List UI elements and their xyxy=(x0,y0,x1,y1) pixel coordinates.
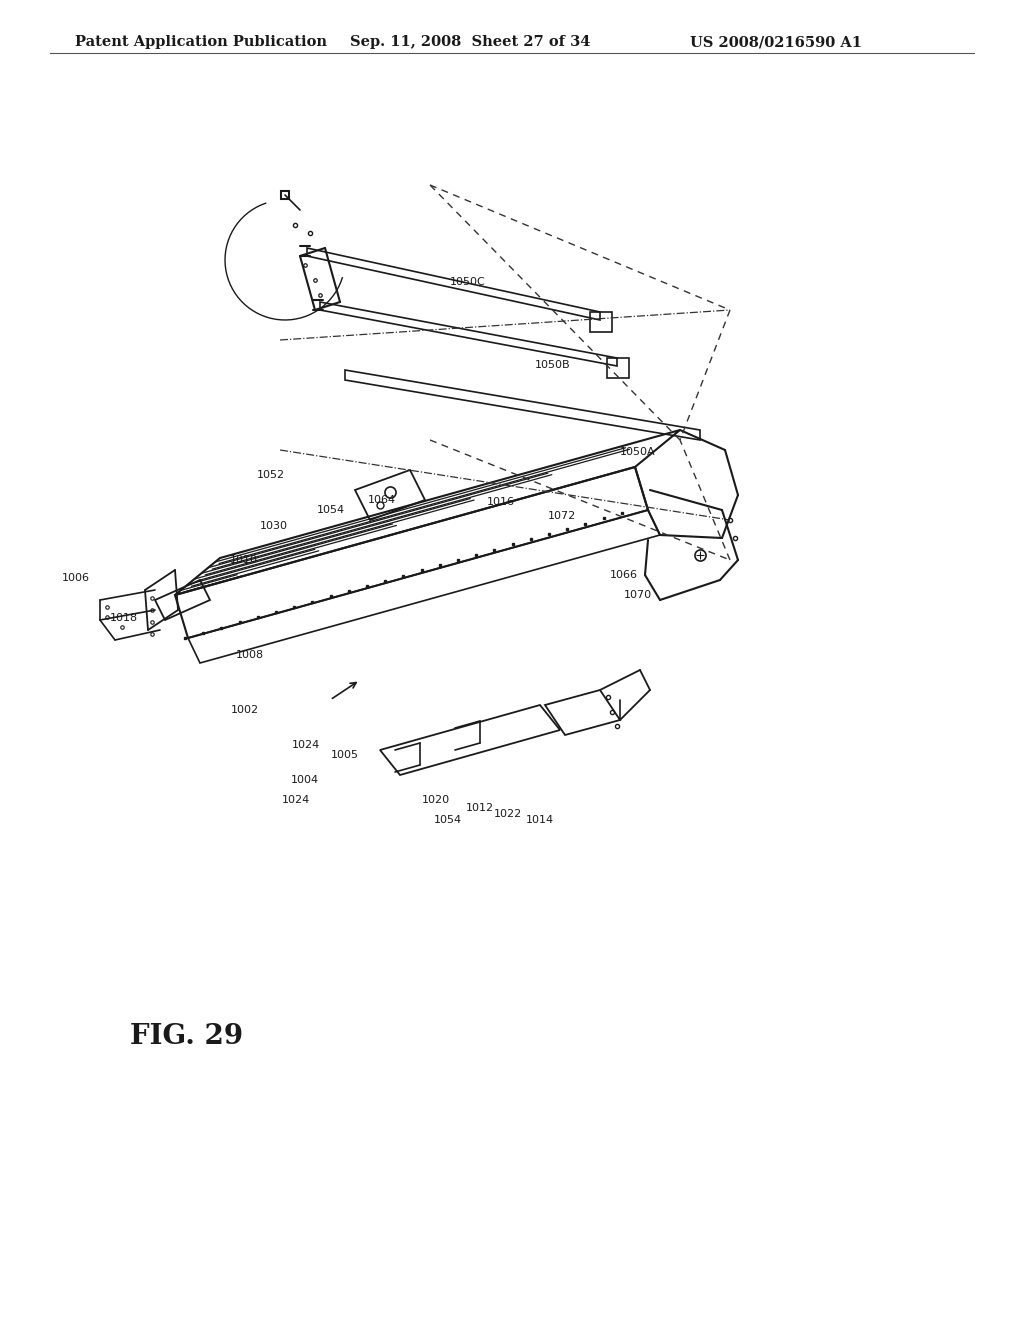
Text: 1012: 1012 xyxy=(466,803,494,813)
Text: Sep. 11, 2008  Sheet 27 of 34: Sep. 11, 2008 Sheet 27 of 34 xyxy=(350,36,591,49)
Text: 1024: 1024 xyxy=(292,741,319,750)
Text: US 2008/0216590 A1: US 2008/0216590 A1 xyxy=(690,36,862,49)
Text: FIG. 29: FIG. 29 xyxy=(130,1023,243,1049)
Text: 1005: 1005 xyxy=(331,750,359,760)
Text: 1054: 1054 xyxy=(316,506,345,515)
Text: 1024: 1024 xyxy=(282,795,310,805)
Text: 1014: 1014 xyxy=(526,814,554,825)
Text: 1050A: 1050A xyxy=(620,447,655,457)
Text: 1022: 1022 xyxy=(494,809,522,818)
Text: 1020: 1020 xyxy=(422,795,451,805)
Text: 1072: 1072 xyxy=(548,511,577,521)
Text: 1008: 1008 xyxy=(236,649,264,660)
Text: 1064: 1064 xyxy=(368,495,396,506)
Text: 1052: 1052 xyxy=(257,470,285,480)
Text: Patent Application Publication: Patent Application Publication xyxy=(75,36,327,49)
Text: 1066: 1066 xyxy=(610,570,638,579)
Text: 1010: 1010 xyxy=(230,554,258,565)
Text: 1006: 1006 xyxy=(62,573,90,583)
Text: 1004: 1004 xyxy=(291,775,319,785)
Text: 1030: 1030 xyxy=(260,521,288,531)
Text: 1002: 1002 xyxy=(231,705,259,715)
Text: 1016: 1016 xyxy=(487,498,515,507)
Text: 1054: 1054 xyxy=(434,814,462,825)
Text: 1050C: 1050C xyxy=(450,277,485,286)
Text: 1050B: 1050B xyxy=(535,360,570,370)
Text: 1018: 1018 xyxy=(110,612,138,623)
Text: 1070: 1070 xyxy=(624,590,652,601)
